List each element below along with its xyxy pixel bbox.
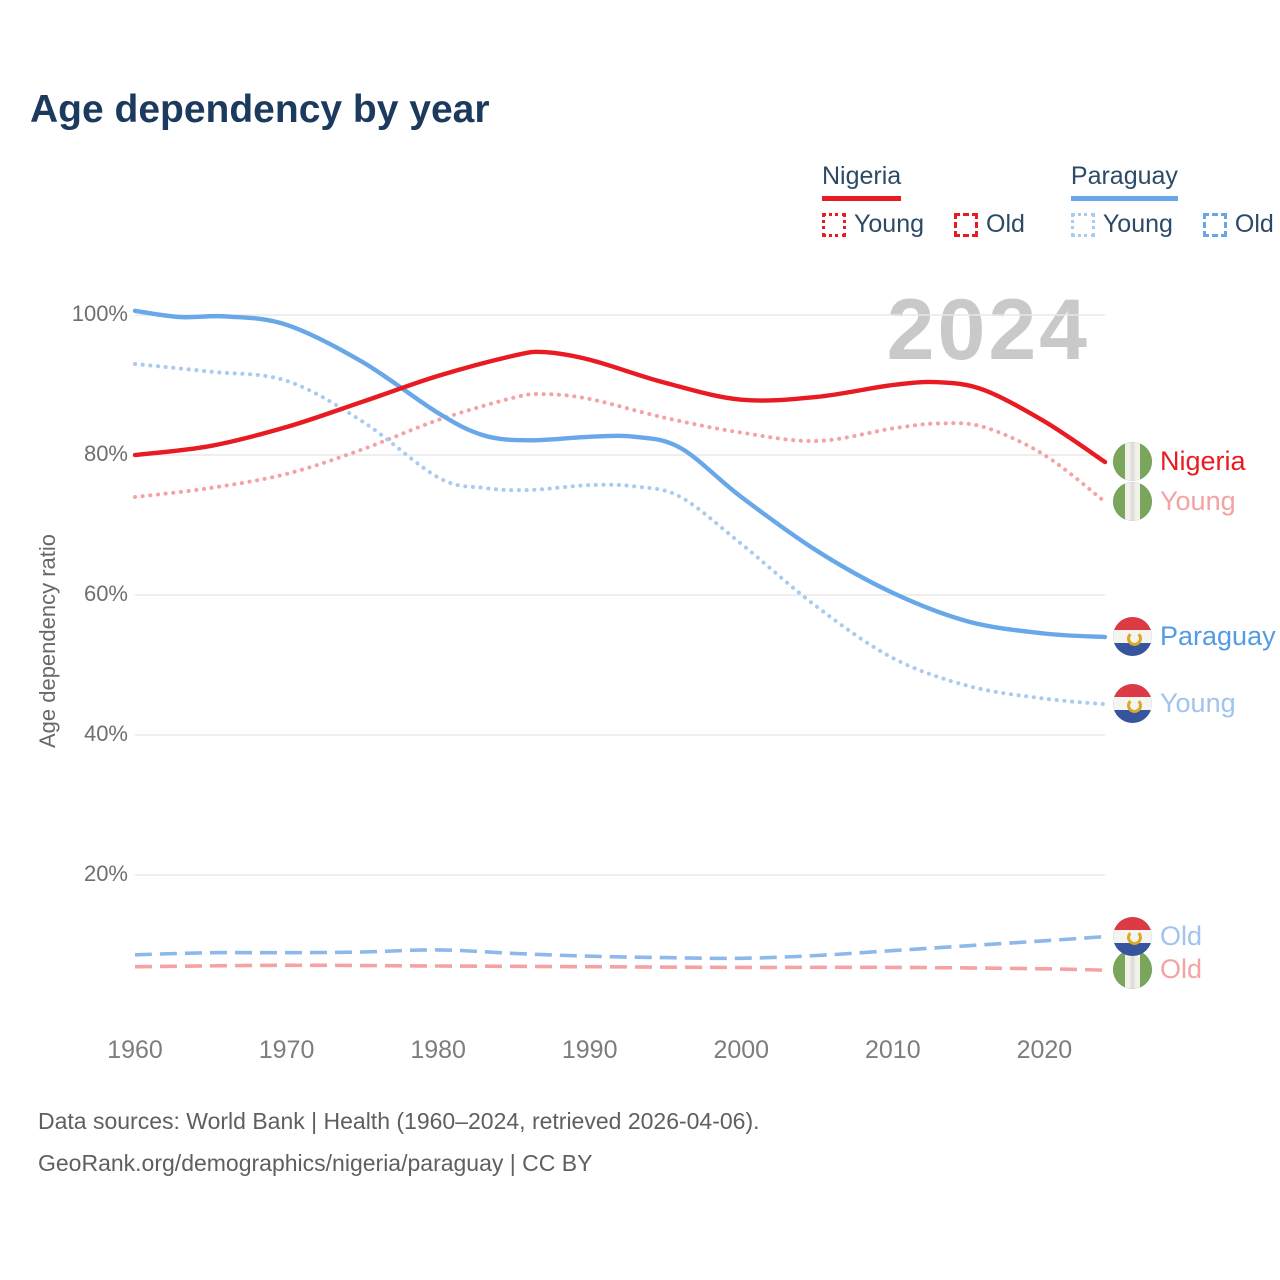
end-label-nigeria: Nigeria <box>1113 442 1246 481</box>
paraguay-flag-icon <box>1113 617 1152 656</box>
y-tick-label: 40% <box>83 721 128 746</box>
nigeria-flag-icon <box>1113 481 1152 521</box>
end-label-paraguay-old: Old <box>1113 916 1203 956</box>
x-tick-label: 1960 <box>107 1036 163 1064</box>
series-line-nigeria-old <box>134 963 1106 972</box>
x-tick-label: 1990 <box>561 1036 618 1064</box>
end-label-paraguay: Paraguay <box>1113 617 1276 656</box>
nigeria-flag-icon <box>1113 950 1152 990</box>
series-line-nigeria <box>132 349 1108 465</box>
paraguay-flag-icon <box>1113 916 1152 956</box>
end-label-nigeria-old: Old <box>1113 950 1203 990</box>
x-tick-label: 2010 <box>865 1036 921 1064</box>
legend-nigeria-young[interactable]: Young <box>822 210 924 239</box>
legend-nigeria-old[interactable]: Old <box>954 210 1025 239</box>
dashed-swatch-icon <box>954 212 978 237</box>
series-line-paraguay-old <box>134 934 1106 961</box>
dotted-swatch-icon <box>822 212 846 237</box>
x-tick-label: 1970 <box>258 1036 315 1064</box>
chart-footer: Data sources: World Bank | Health (1960–… <box>38 1100 760 1184</box>
legend-nigeria-text: Nigeria <box>822 162 902 201</box>
legend-item-label: Old <box>986 210 1025 238</box>
dotted-swatch-icon <box>1070 212 1095 237</box>
watermark-year: 2024 <box>886 282 1090 378</box>
legend-nigeria-items: Young Old <box>822 210 1025 239</box>
chart-legend: Nigeria Young Old Paraguay Young <box>822 162 1274 239</box>
end-label-text: Young <box>1160 688 1236 719</box>
legend-paraguay-old[interactable]: Old <box>1202 210 1274 239</box>
y-tick-label: 80% <box>83 441 128 466</box>
legend-paraguay-young[interactable]: Young <box>1070 210 1173 239</box>
y-tick-label: 100% <box>71 301 128 326</box>
end-label-paraguay-young: Young <box>1113 684 1236 724</box>
legend-group-paraguay: Paraguay Young Old <box>1070 162 1274 239</box>
end-label-text: Nigeria <box>1160 446 1246 476</box>
end-label-text: Old <box>1160 954 1203 985</box>
paraguay-flag-icon <box>1113 684 1152 724</box>
series-line-paraguay <box>132 308 1108 640</box>
legend-paraguay-items: Young Old <box>1070 210 1274 239</box>
end-label-text: Young <box>1160 485 1236 516</box>
x-tick-label: 2020 <box>1016 1036 1073 1064</box>
dashed-swatch-icon <box>1202 212 1227 237</box>
legend-group-nigeria: Nigeria Young Old <box>822 162 1025 239</box>
series-line-nigeria-young <box>133 391 1107 504</box>
series-line-paraguay-young <box>133 362 1107 707</box>
end-label-nigeria-young: Young <box>1113 481 1236 521</box>
end-label-text: Old <box>1160 920 1203 951</box>
legend-item-label: Young <box>854 210 924 238</box>
nigeria-flag-icon <box>1113 442 1152 481</box>
end-label-text: Paraguay <box>1160 621 1276 651</box>
legend-item-label: Young <box>1102 210 1173 238</box>
legend-nigeria-label[interactable]: Nigeria <box>822 162 1025 201</box>
footer-sources: Data sources: World Bank | Health (1960–… <box>38 1108 760 1134</box>
legend-item-label: Old <box>1234 210 1274 238</box>
y-tick-label: 60% <box>83 581 128 606</box>
legend-paraguay-label[interactable]: Paraguay <box>1070 162 1274 201</box>
x-tick-label: 1980 <box>410 1036 466 1064</box>
x-tick-label: 2000 <box>713 1036 770 1064</box>
footer-citation: GeoRank.org/demographics/nigeria/paragua… <box>38 1150 593 1176</box>
page-title: Age dependency by year <box>30 88 490 131</box>
y-tick-label: 20% <box>83 861 128 886</box>
legend-paraguay-text: Paraguay <box>1070 162 1178 201</box>
